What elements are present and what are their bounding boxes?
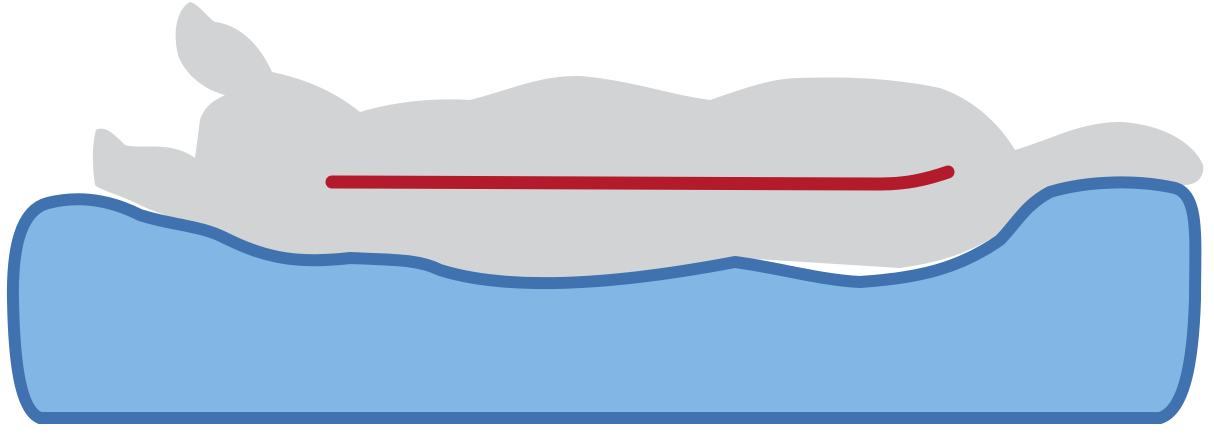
dog-silhouette: [92, 2, 1204, 283]
foam-bed: [6, 176, 1202, 424]
spine-line: [325, 165, 955, 191]
